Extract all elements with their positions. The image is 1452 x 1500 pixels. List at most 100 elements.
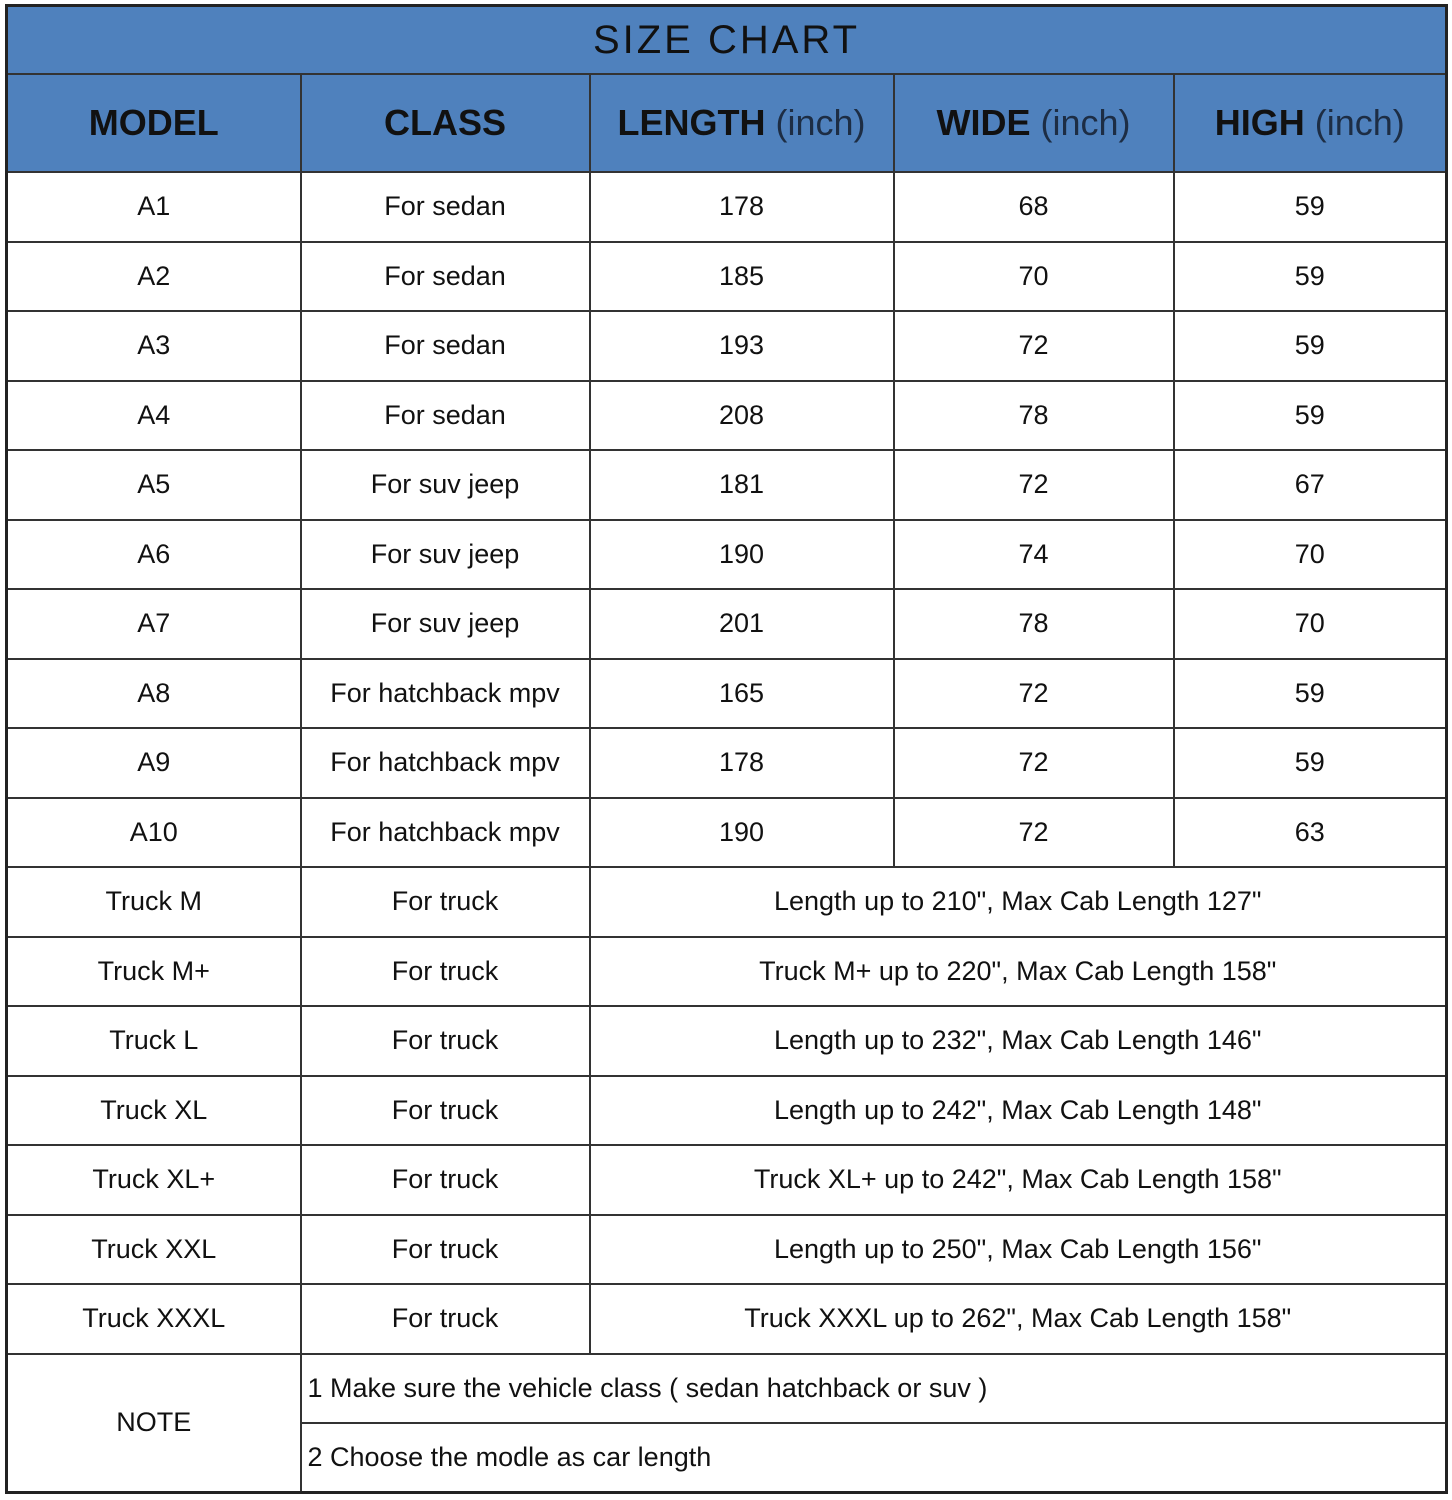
table-row: A4 For sedan 208 78 59 bbox=[5, 379, 1448, 451]
column-header-wide: WIDE (inch) bbox=[892, 73, 1175, 173]
column-label: HIGH bbox=[1214, 102, 1305, 143]
cell-class: For truck bbox=[299, 935, 591, 1007]
cell-model: A3 bbox=[5, 310, 302, 382]
truck-row: Truck XL+ For truck Truck XL+ up to 242", … bbox=[5, 1144, 1448, 1216]
note-label: NOTE bbox=[5, 1352, 302, 1493]
truck-row: Truck XXL For truck Length up to 250", Max… bbox=[5, 1213, 1448, 1285]
cell-model: A8 bbox=[5, 657, 302, 729]
note-line: 2 Choose the modle as car length bbox=[299, 1421, 1448, 1493]
cell-high: 70 bbox=[1172, 518, 1448, 590]
cell-model: A7 bbox=[5, 588, 302, 660]
table-row: A5 For suv jeep 181 72 67 bbox=[5, 449, 1448, 521]
cell-high: 59 bbox=[1172, 240, 1448, 312]
column-label: WIDE bbox=[936, 102, 1031, 143]
cell-class: For truck bbox=[299, 1074, 591, 1146]
note-row: NOTE 1 Make sure the vehicle class ( seda… bbox=[5, 1352, 1448, 1493]
table-row: A7 For suv jeep 201 78 70 bbox=[5, 588, 1448, 660]
cell-high: 59 bbox=[1172, 379, 1448, 451]
cell-description: Length up to 250", Max Cab Length 156" bbox=[588, 1213, 1448, 1285]
note-line: 1 Make sure the vehicle class ( sedan ha… bbox=[299, 1352, 1448, 1424]
column-unit: (inch) bbox=[775, 102, 866, 143]
column-header-class: CLASS bbox=[299, 73, 591, 173]
cell-wide: 78 bbox=[892, 588, 1175, 660]
cell-high: 63 bbox=[1172, 796, 1448, 868]
cell-high: 70 bbox=[1172, 588, 1448, 660]
table-row: A10 For hatchback mpv 190 72 63 bbox=[5, 796, 1448, 868]
cell-length: 165 bbox=[588, 657, 895, 729]
cell-model: Truck XL+ bbox=[5, 1144, 302, 1216]
cell-class: For sedan bbox=[299, 171, 591, 243]
truck-row: Truck XL For truck Length up to 242", Max … bbox=[5, 1074, 1448, 1146]
table-row: A3 For sedan 193 72 59 bbox=[5, 310, 1448, 382]
cell-description: Length up to 210", Max Cab Length 127" bbox=[588, 866, 1448, 938]
table-row: A9 For hatchback mpv 178 72 59 bbox=[5, 727, 1448, 799]
cell-class: For truck bbox=[299, 1144, 591, 1216]
column-label: CLASS bbox=[383, 102, 506, 143]
cell-model: Truck M bbox=[5, 866, 302, 938]
cell-class: For sedan bbox=[299, 240, 591, 312]
cell-wide: 72 bbox=[892, 449, 1175, 521]
cell-length: 178 bbox=[588, 171, 895, 243]
cell-class: For hatchback mpv bbox=[299, 727, 591, 799]
cell-model: A2 bbox=[5, 240, 302, 312]
cell-model: Truck XXXL bbox=[5, 1283, 302, 1355]
table-row: A1 For sedan 178 68 59 bbox=[5, 171, 1448, 243]
cell-class: For truck bbox=[299, 1213, 591, 1285]
cell-description: Truck XXXL up to 262", Max Cab Length 15… bbox=[588, 1283, 1448, 1355]
cell-model: Truck XL bbox=[5, 1074, 302, 1146]
cell-description: Truck XL+ up to 242", Max Cab Length 158… bbox=[588, 1144, 1448, 1216]
cell-class: For sedan bbox=[299, 379, 591, 451]
column-header-length: LENGTH (inch) bbox=[588, 73, 895, 173]
cell-length: 193 bbox=[588, 310, 895, 382]
column-label: MODEL bbox=[88, 102, 219, 143]
cell-model: Truck L bbox=[5, 1005, 302, 1077]
cell-class: For truck bbox=[299, 1005, 591, 1077]
cell-model: A1 bbox=[5, 171, 302, 243]
cell-wide: 78 bbox=[892, 379, 1175, 451]
cell-length: 208 bbox=[588, 379, 895, 451]
cell-model: A6 bbox=[5, 518, 302, 590]
cell-length: 185 bbox=[588, 240, 895, 312]
size-chart-table: SIZE CHART MODEL CLASS LENGTH (inch) WIDE (… bbox=[5, 4, 1448, 1494]
cell-length: 181 bbox=[588, 449, 895, 521]
table-row: A8 For hatchback mpv 165 72 59 bbox=[5, 657, 1448, 729]
truck-row: Truck M+ For truck Truck M+ up to 220", Ma… bbox=[5, 935, 1448, 1007]
cell-wide: 72 bbox=[892, 727, 1175, 799]
cell-high: 59 bbox=[1172, 657, 1448, 729]
cell-high: 67 bbox=[1172, 449, 1448, 521]
truck-row: Truck L For truck Length up to 232", Max C… bbox=[5, 1005, 1448, 1077]
column-header-model: MODEL bbox=[5, 73, 302, 173]
cell-wide: 70 bbox=[892, 240, 1175, 312]
truck-row: Truck XXXL For truck Truck XXXL up to 262"… bbox=[5, 1283, 1448, 1355]
cell-model: A5 bbox=[5, 449, 302, 521]
cell-description: Truck M+ up to 220", Max Cab Length 158" bbox=[588, 935, 1448, 1007]
cell-high: 59 bbox=[1172, 310, 1448, 382]
cell-length: 201 bbox=[588, 588, 895, 660]
cell-wide: 74 bbox=[892, 518, 1175, 590]
cell-high: 59 bbox=[1172, 171, 1448, 243]
header-row: MODEL CLASS LENGTH (inch) WIDE (inch) HIGH (… bbox=[5, 73, 1448, 173]
note-row: 2 Choose the modle as car length bbox=[7, 1421, 1448, 1493]
cell-description: Length up to 232", Max Cab Length 146" bbox=[588, 1005, 1448, 1077]
table-row: A2 For sedan 185 70 59 bbox=[5, 240, 1448, 312]
table-title: SIZE CHART bbox=[5, 4, 1448, 75]
cell-class: For truck bbox=[299, 866, 591, 938]
cell-class: For hatchback mpv bbox=[299, 657, 591, 729]
column-unit: (inch) bbox=[1040, 102, 1131, 143]
cell-high: 59 bbox=[1172, 727, 1448, 799]
cell-description: Length up to 242", Max Cab Length 148" bbox=[588, 1074, 1448, 1146]
cell-class: For suv jeep bbox=[299, 449, 591, 521]
cell-class: For suv jeep bbox=[299, 588, 591, 660]
column-label: LENGTH bbox=[617, 102, 766, 143]
cell-length: 190 bbox=[588, 796, 895, 868]
cell-model: Truck XXL bbox=[5, 1213, 302, 1285]
cell-wide: 72 bbox=[892, 657, 1175, 729]
cell-length: 190 bbox=[588, 518, 895, 590]
cell-class: For truck bbox=[299, 1283, 591, 1355]
table-row: A6 For suv jeep 190 74 70 bbox=[5, 518, 1448, 590]
cell-class: For sedan bbox=[299, 310, 591, 382]
cell-model: A9 bbox=[5, 727, 302, 799]
column-header-high: HIGH (inch) bbox=[1172, 73, 1448, 173]
cell-wide: 72 bbox=[892, 310, 1175, 382]
cell-wide: 72 bbox=[892, 796, 1175, 868]
